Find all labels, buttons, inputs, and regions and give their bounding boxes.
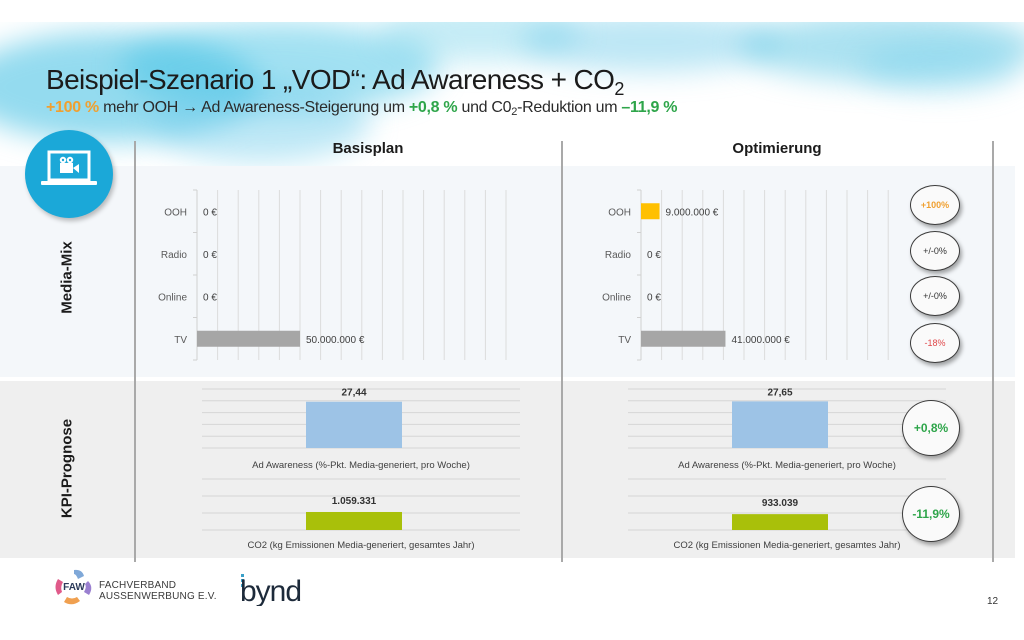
badge-radio-text: +/-0%	[923, 246, 947, 256]
media-mix-panel	[0, 166, 1015, 377]
row-label-kpi-prognose: KPI-Prognose	[58, 418, 76, 519]
divider-middle	[561, 141, 563, 562]
badge-tv-text: -18%	[924, 338, 946, 348]
bar-ooh	[641, 203, 660, 220]
category-label: TV	[174, 335, 187, 346]
value-label: 9.000.000 €	[666, 207, 719, 218]
badge-co2-change: -11,9%	[902, 486, 960, 542]
value-label: 0 €	[647, 292, 661, 303]
category-label: Radio	[161, 250, 188, 261]
bar-co2	[306, 511, 402, 530]
media-mix-chart-optimierung: OOH 9.000.000 € Radio 0 € Online 0 € TV 41.000.…	[602, 189, 889, 361]
category-label-awareness: Ad Awareness (%-Pkt. Media-generiert, pr…	[678, 460, 896, 471]
column-title-optimierung: Optimierung	[732, 140, 822, 157]
video-laptop-icon	[25, 130, 113, 218]
badge-ooh-change: +100%	[910, 185, 960, 225]
bar-awareness	[732, 401, 828, 448]
kpi-chart-optimierung: 27,65 Ad Awareness (%-Pkt. Media-generier…	[628, 387, 946, 551]
bynd-logo: bynd	[240, 572, 330, 608]
svg-text:FAW: FAW	[63, 582, 85, 593]
svg-text:bynd: bynd	[240, 575, 301, 606]
badge-awareness-change: +0,8%	[902, 400, 960, 456]
category-label-co2: CO2 (kg Emissionen Media-generiert, gesa…	[673, 540, 900, 551]
bar-tv	[641, 330, 726, 347]
category-label: Online	[602, 292, 631, 303]
faw-name-line1: FACHVERBAND	[99, 580, 177, 591]
badge-online-text: +/-0%	[923, 291, 947, 301]
value-label: 50.000.000 €	[306, 335, 365, 346]
value-label: 0 €	[203, 292, 217, 303]
divider-right	[992, 141, 994, 562]
row-label-media-mix: Media-Mix	[58, 241, 76, 314]
category-label: TV	[618, 335, 631, 346]
badge-awareness-text: +0,8%	[913, 421, 949, 435]
category-label: Radio	[605, 250, 632, 261]
kpi-panel	[0, 381, 1015, 558]
faw-name: FACHVERBAND AUSSENWERBUNG E.V.	[99, 580, 217, 602]
category-label-awareness: Ad Awareness (%-Pkt. Media-generiert, pr…	[252, 460, 470, 471]
kpi-chart-basisplan: 27,44 Ad Awareness (%-Pkt. Media-generier…	[202, 388, 520, 551]
page-title: Beispiel-Szenario 1 „VOD“: Ad Awareness …	[46, 64, 624, 99]
badge-co2-text: -11,9%	[912, 507, 950, 521]
value-label-awareness: 27,44	[341, 388, 366, 399]
category-label-co2: CO2 (kg Emissionen Media-generiert, gesa…	[247, 540, 474, 551]
bar-awareness	[306, 401, 402, 448]
value-label-co2: 933.039	[762, 498, 799, 509]
page-number: 12	[987, 596, 999, 607]
column-title-basisplan: Basisplan	[332, 140, 404, 157]
category-label: OOH	[608, 207, 631, 218]
value-label: 0 €	[647, 250, 661, 261]
badge-online-change: +/-0%	[910, 276, 960, 316]
value-label: 0 €	[203, 250, 217, 261]
faw-logo: FAW	[52, 567, 96, 607]
faw-name-line2: AUSSENWERBUNG E.V.	[99, 591, 217, 602]
category-label: OOH	[164, 207, 187, 218]
badge-tv-change: -18%	[910, 323, 960, 363]
media-mix-chart-basisplan: OOH 0 € Radio 0 € Online 0 € TV 50.000.000 €	[158, 189, 507, 361]
value-label-co2: 1.059.331	[332, 496, 377, 507]
value-label-awareness: 27,65	[767, 387, 792, 398]
divider-left	[134, 141, 136, 562]
badge-radio-change: +/-0%	[910, 231, 960, 271]
badge-ooh-text: +100%	[920, 200, 950, 210]
bar-tv	[197, 330, 300, 347]
value-label: 0 €	[203, 207, 217, 218]
category-label: Online	[158, 292, 187, 303]
page-subtitle: +100 % mehr OOH → Ad Awareness-Steigerun…	[46, 99, 678, 118]
value-label: 41.000.000 €	[731, 335, 790, 346]
bar-co2	[732, 514, 828, 530]
